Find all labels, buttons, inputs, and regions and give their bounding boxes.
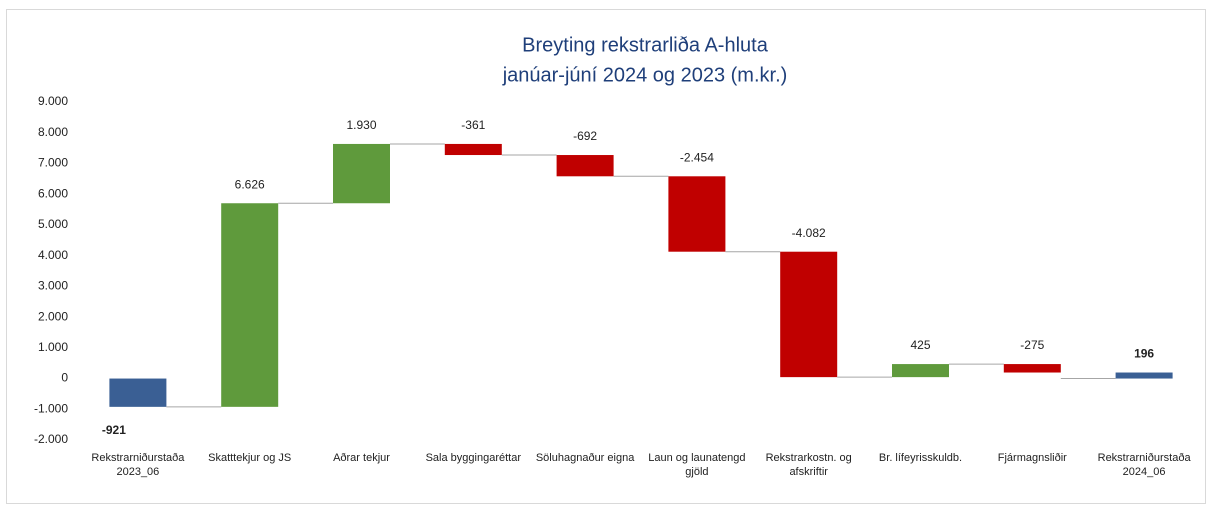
y-tick-label: 5.000 [38, 217, 68, 231]
bar [333, 143, 390, 204]
y-tick-label: -2.000 [34, 432, 68, 446]
y-tick-label: -1.000 [34, 401, 68, 415]
bar [556, 155, 614, 177]
x-tick-label: Laun og launatengd gjöld [648, 452, 746, 478]
chart-title: janúar-júní 2024 og 2023 (m.kr.) [502, 64, 788, 86]
y-tick-label: 7.000 [38, 156, 68, 170]
bar [221, 203, 279, 407]
x-tick-label: Br. lífeyrisskuldb. [878, 452, 963, 464]
data-label: -2.454 [680, 150, 714, 164]
x-tick-label: Sala byggingaréttar [425, 452, 521, 464]
chart-border [6, 9, 1206, 504]
data-label: -692 [573, 129, 597, 143]
x-tick-label: Fjármagnsliðir [997, 452, 1067, 464]
x-tick-label: Söluhagnaður eigna [535, 452, 635, 464]
y-tick-label: 1.000 [38, 340, 68, 354]
data-label: 196 [1134, 347, 1154, 361]
bar [668, 176, 726, 252]
y-tick-label: 4.000 [38, 248, 68, 262]
bar [109, 378, 167, 407]
y-tick-label: 3.000 [38, 279, 68, 293]
data-label: 1.930 [346, 118, 376, 132]
x-tick-label: Rekstrarkostn. og afskriftir [765, 452, 852, 478]
data-label: -361 [461, 118, 485, 132]
data-label: -275 [1020, 338, 1044, 352]
y-tick-label: 8.000 [38, 125, 68, 139]
x-tick-label: Skatttekjur og JS [208, 452, 292, 464]
data-label: 425 [910, 338, 930, 352]
data-label: -4.082 [792, 226, 826, 240]
y-tick-label: 6.000 [38, 186, 68, 200]
bar [1115, 372, 1173, 379]
bar [780, 251, 838, 378]
data-label: -921 [102, 423, 126, 437]
data-label: 6.626 [235, 177, 265, 191]
x-tick-label: Rekstrarniðurstaða 2023_06 [91, 452, 185, 478]
y-tick-label: 2.000 [38, 309, 68, 323]
y-tick-label: 9.000 [38, 94, 68, 108]
bar [444, 143, 502, 156]
chart-title: Breyting rekstrarliða A-hluta [522, 34, 769, 56]
bar [1003, 364, 1061, 373]
x-tick-label: Aðrar tekjur [333, 452, 390, 464]
x-tick-label: Rekstrarniðurstaða 2024_06 [1097, 452, 1191, 478]
y-tick-label: 0 [61, 371, 68, 385]
bar [892, 364, 949, 378]
